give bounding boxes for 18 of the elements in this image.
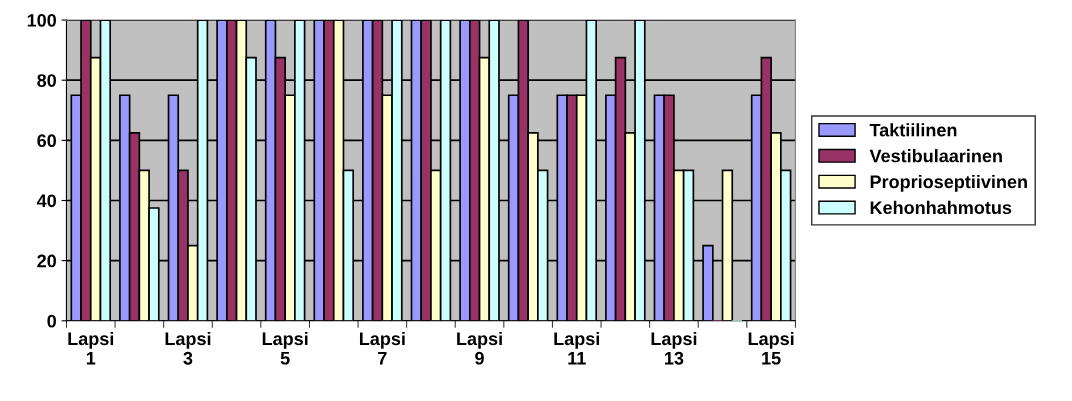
x-tick-label: Lapsi 3 xyxy=(165,331,211,365)
legend-label: Kehonhahmotus xyxy=(870,200,1012,215)
x-tick-label: Lapsi 5 xyxy=(262,331,308,365)
x-tick-label: Lapsi 9 xyxy=(457,331,502,365)
x-tick-label: Lapsi 13 xyxy=(651,331,697,365)
y-tick-label: 60 xyxy=(37,134,56,148)
legend-label: Vestibulaarinen xyxy=(869,149,1002,163)
x-tick-label: Lapsi 7 xyxy=(359,331,405,365)
x-tick-label: Lapsi 1 xyxy=(68,331,114,365)
x-tick-label: Lapsi 11 xyxy=(554,331,600,365)
legend-label: Proprioseptiivinen xyxy=(870,174,1027,192)
x-tick-label: Lapsi 15 xyxy=(748,331,794,365)
y-tick-label: 0 xyxy=(47,314,56,328)
y-tick-label: 100 xyxy=(27,13,56,27)
y-tick-label: 20 xyxy=(37,254,56,268)
y-tick-label: 80 xyxy=(37,74,56,87)
y-tick-label: 40 xyxy=(36,194,56,208)
legend-label: Taktiilinen xyxy=(869,123,957,137)
